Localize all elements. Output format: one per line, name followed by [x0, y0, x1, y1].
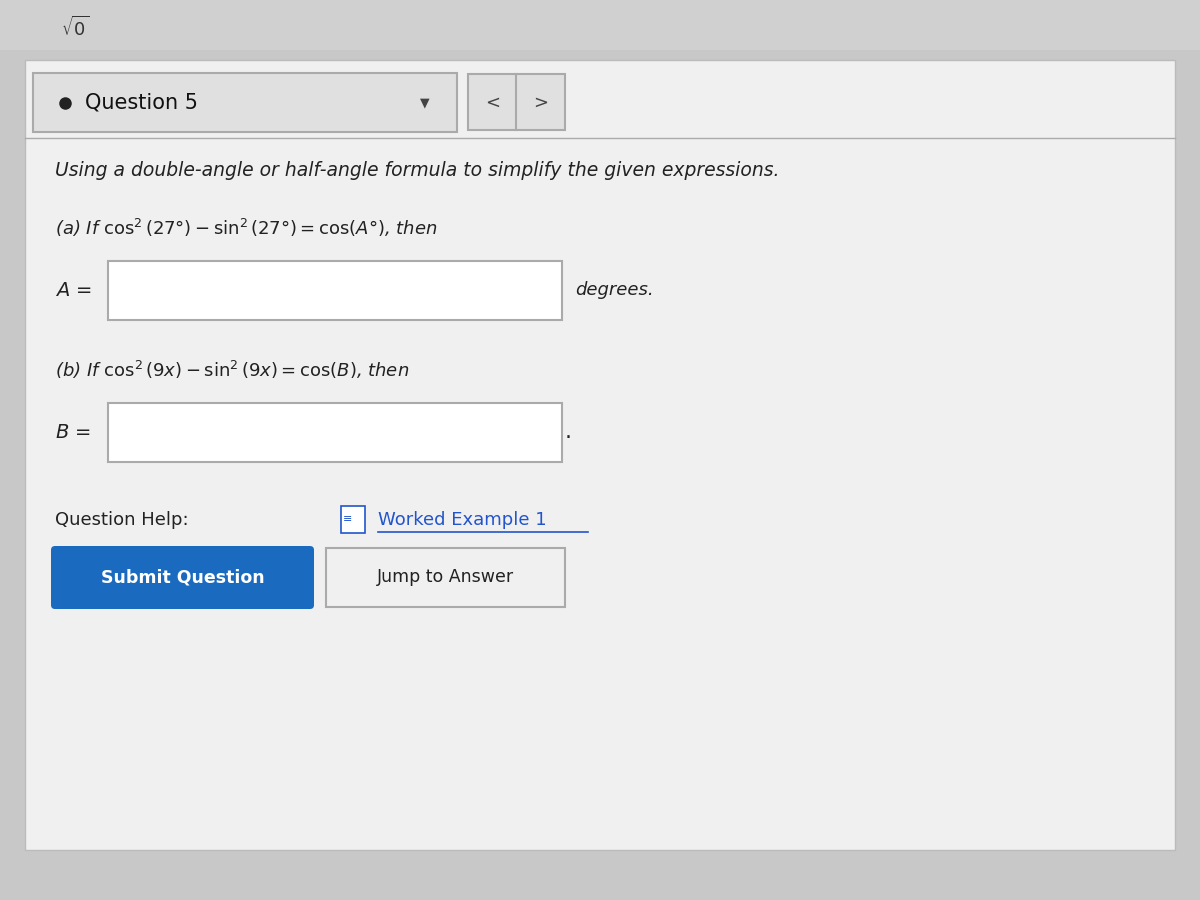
Text: <: < — [485, 94, 500, 112]
FancyBboxPatch shape — [516, 74, 565, 130]
FancyBboxPatch shape — [326, 548, 565, 607]
Text: (a) If $\cos^2(27°) - \sin^2(27°) = \cos(A°)$, then: (a) If $\cos^2(27°) - \sin^2(27°) = \cos… — [55, 217, 437, 239]
Text: degrees.: degrees. — [575, 281, 654, 299]
Text: >: > — [533, 94, 548, 112]
Text: ≡: ≡ — [343, 514, 353, 524]
FancyBboxPatch shape — [108, 403, 562, 462]
Text: Submit Question: Submit Question — [101, 569, 264, 587]
FancyBboxPatch shape — [341, 506, 365, 533]
Text: ▼: ▼ — [420, 96, 430, 109]
FancyBboxPatch shape — [32, 73, 457, 132]
Text: $\sqrt{0}$: $\sqrt{0}$ — [61, 16, 89, 40]
Text: Question Help:: Question Help: — [55, 511, 188, 529]
Text: (b) If $\cos^2(9x) - \sin^2(9x) = \cos(B)$, then: (b) If $\cos^2(9x) - \sin^2(9x) = \cos(B… — [55, 359, 409, 381]
FancyBboxPatch shape — [50, 546, 314, 609]
FancyBboxPatch shape — [25, 60, 1175, 850]
Text: $B$ =: $B$ = — [55, 422, 91, 442]
FancyBboxPatch shape — [0, 0, 1200, 50]
Text: Using a double-angle or half-angle formula to simplify the given expressions.: Using a double-angle or half-angle formu… — [55, 160, 780, 179]
FancyBboxPatch shape — [468, 74, 517, 130]
Text: Worked Example 1: Worked Example 1 — [378, 511, 547, 529]
Text: $A$ =: $A$ = — [55, 281, 92, 300]
Text: .: . — [565, 422, 572, 442]
Text: Question 5: Question 5 — [85, 93, 198, 112]
FancyBboxPatch shape — [108, 261, 562, 320]
Text: Jump to Answer: Jump to Answer — [377, 569, 514, 587]
